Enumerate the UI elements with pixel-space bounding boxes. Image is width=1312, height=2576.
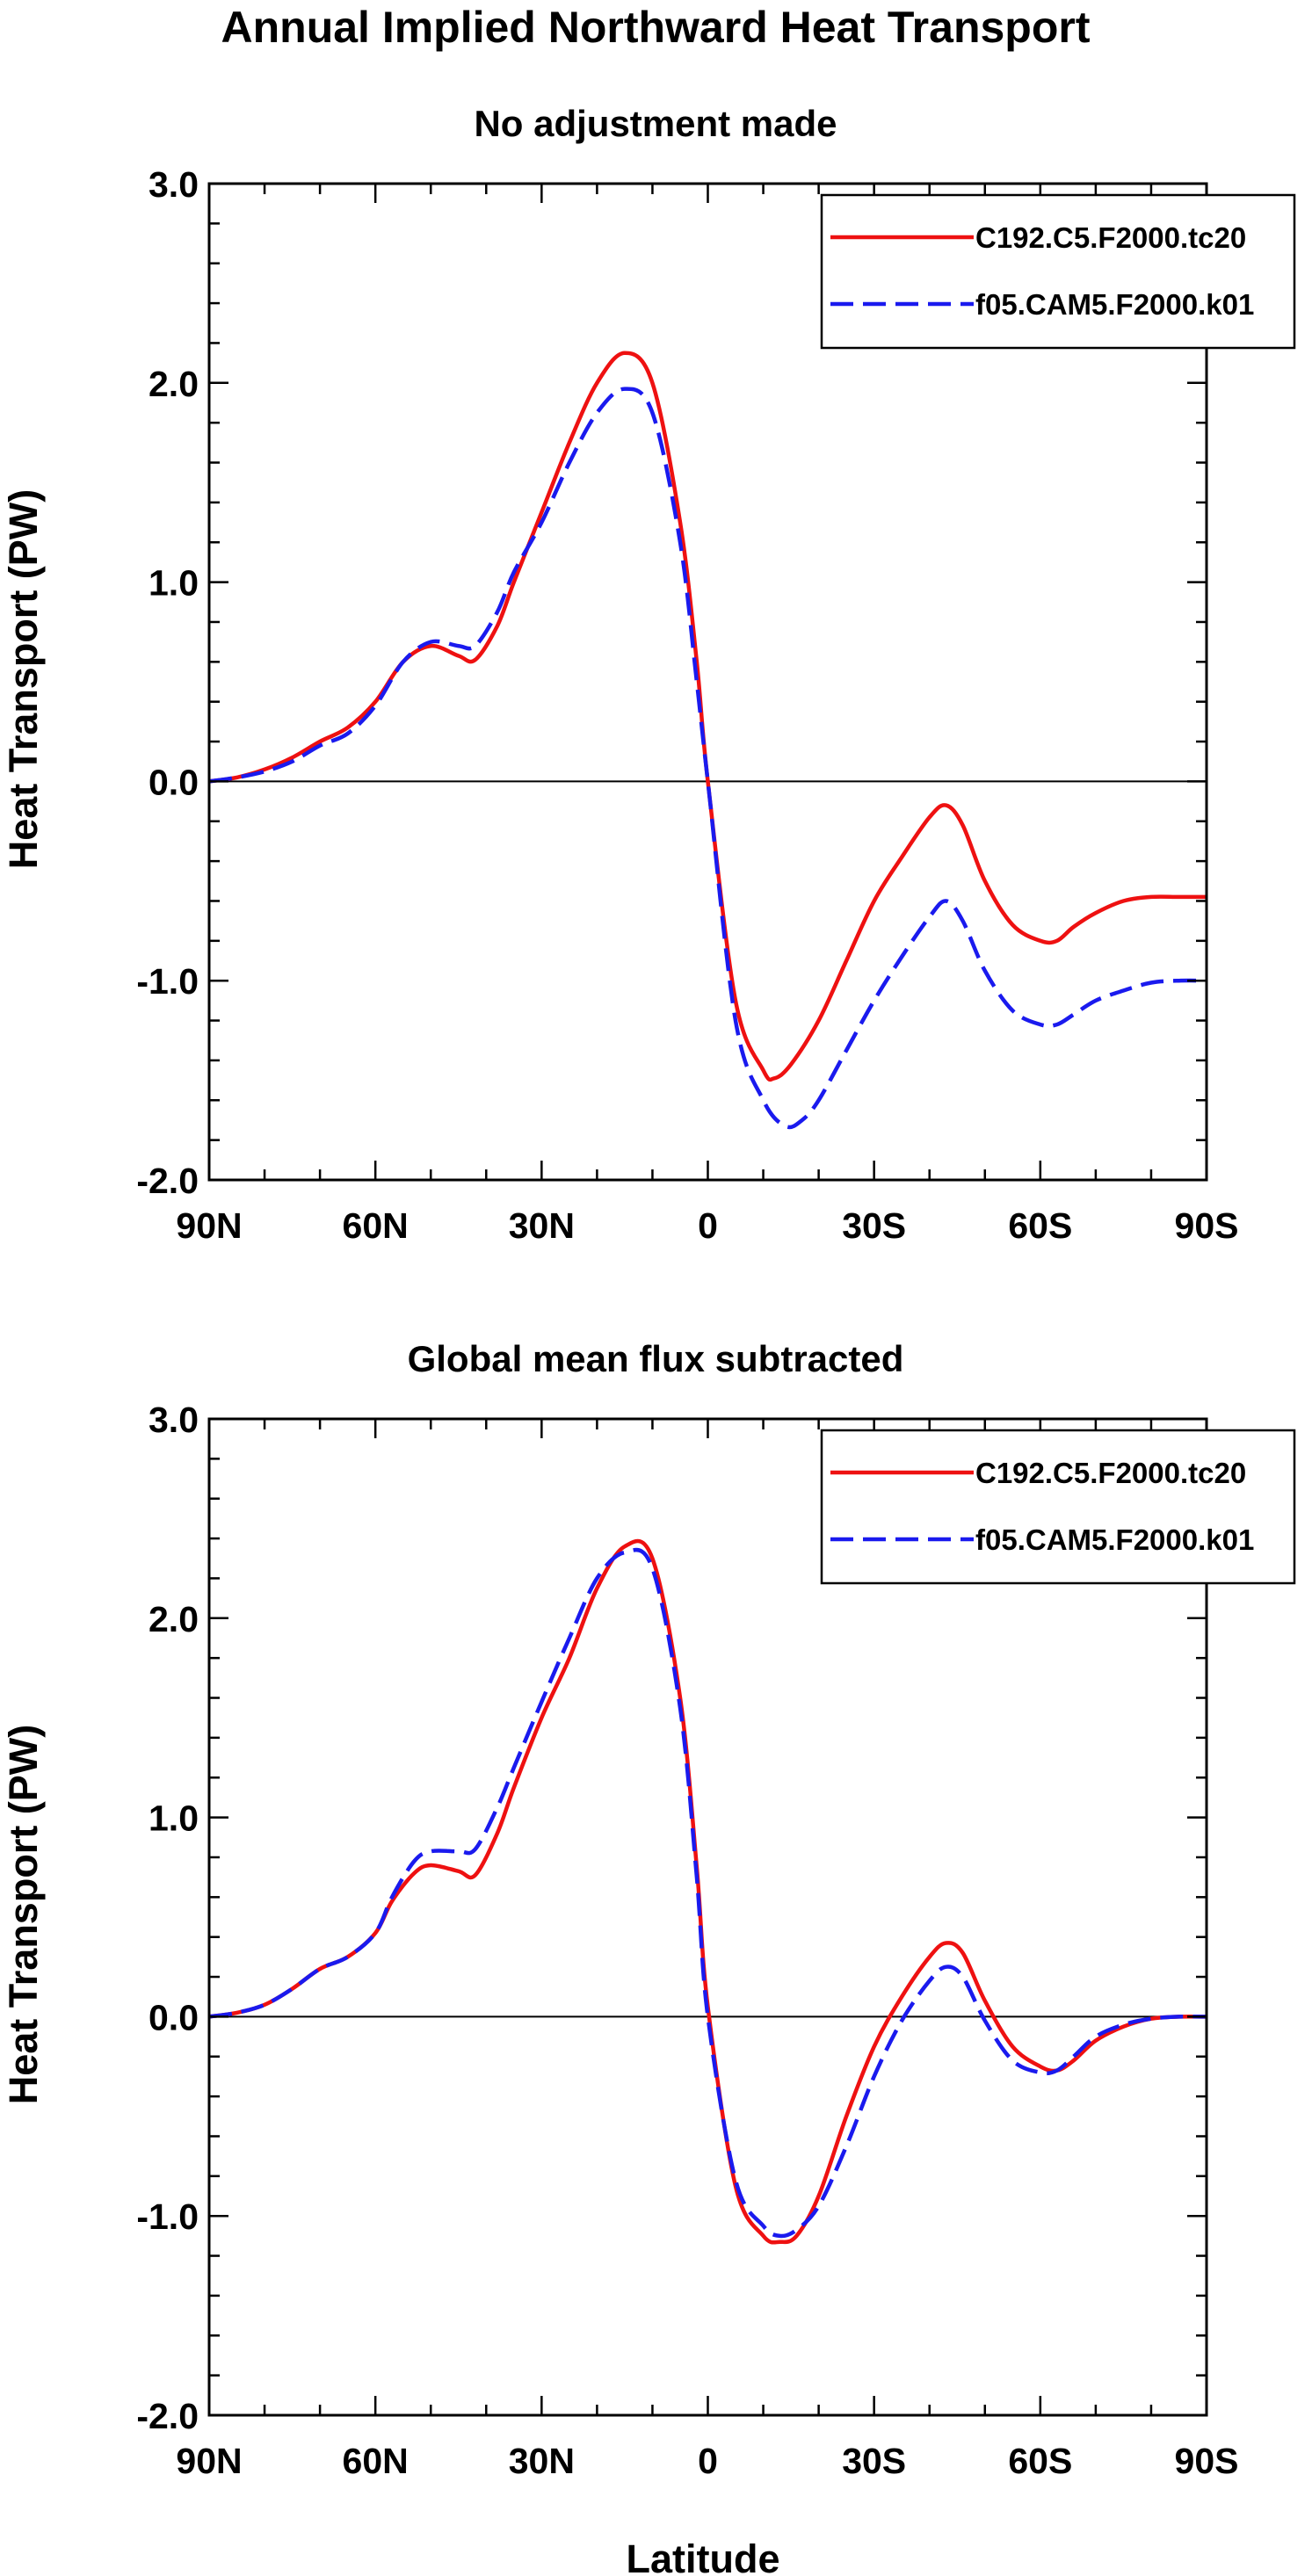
panel-title: No adjustment made [474, 103, 837, 144]
y-tick-label: 0.0 [149, 1997, 199, 2037]
plot-area: -2.0 -1.0 0.0 1.0 2.0 3.0 90N 60N 30N 0 30S 60S 90S [136, 1400, 1238, 2481]
x-tick-label: 30N [509, 2441, 575, 2481]
y-tick-label: 3.0 [149, 1400, 199, 1440]
x-axis-label: Latitude [627, 2536, 780, 2576]
legend-label-series-2: f05.CAM5.F2000.k01 [975, 288, 1254, 321]
y-tick-label: -2.0 [136, 2396, 199, 2436]
panel-title: Global mean flux subtracted [408, 1338, 904, 1379]
y-tick-label: -2.0 [136, 1161, 199, 1201]
y-tick-label: 0.0 [149, 762, 199, 802]
x-tick-label: 60N [343, 2441, 409, 2481]
x-tick-label: 60S [1008, 1205, 1072, 1246]
x-tick-label: 0 [698, 2441, 718, 2481]
series-line-2 [208, 1547, 1207, 2239]
legend-box [820, 1429, 1296, 1585]
legend-label-series-2: f05.CAM5.F2000.k01 [975, 1523, 1254, 1556]
x-tick-label: 60S [1008, 2441, 1072, 2481]
legend: C192.C5.F2000.tc20 f05.CAM5.F2000.k01 [820, 193, 1296, 350]
plot-area: -2.0 -1.0 0.0 1.0 2.0 3.0 90N 60N 30N 0 30S 60S 90S [136, 164, 1238, 1246]
legend: C192.C5.F2000.tc20 f05.CAM5.F2000.k01 [820, 1429, 1296, 1585]
series-line-2 [208, 387, 1207, 1130]
x-tick-label: 90N [176, 2441, 242, 2481]
legend-label-series-1: C192.C5.F2000.tc20 [975, 221, 1246, 254]
x-tick-label: 30S [842, 2441, 906, 2481]
x-tick-label: 90S [1175, 2441, 1239, 2481]
x-tick-label: 90S [1175, 1205, 1239, 1246]
y-tick-label: 1.0 [149, 1798, 199, 1839]
y-tick-label: 2.0 [149, 1599, 199, 1639]
y-tick-label: -1.0 [136, 2196, 199, 2237]
legend-label-series-1: C192.C5.F2000.tc20 [975, 1457, 1246, 1489]
y-tick-label: 1.0 [149, 563, 199, 604]
y-axis-label: Heat Transport (PW) [1, 489, 46, 870]
y-axis-label: Heat Transport (PW) [1, 1725, 46, 2105]
y-tick-label: 2.0 [149, 364, 199, 404]
figure-title: Annual Implied Northward Heat Transport [221, 3, 1091, 52]
x-tick-label: 30N [509, 1205, 575, 1246]
panel-global-mean-subtracted: Global mean flux subtracted -2.0 -1.0 0.0 1… [1, 1338, 1296, 2481]
x-tick-label: 60N [343, 1205, 409, 1246]
series-line-1 [208, 351, 1207, 1082]
x-tick-label: 0 [698, 1205, 718, 1246]
legend-box [820, 193, 1296, 350]
x-tick-label: 30S [842, 1205, 906, 1246]
y-tick-label: -1.0 [136, 961, 199, 1002]
y-tick-label: 3.0 [149, 164, 199, 205]
x-tick-label: 90N [176, 1205, 242, 1246]
series-line-1 [208, 1538, 1207, 2245]
panel-no-adjustment: No adjustment made -2.0 -1.0 0.0 1.0 2.0 3.0 9… [1, 103, 1296, 1246]
